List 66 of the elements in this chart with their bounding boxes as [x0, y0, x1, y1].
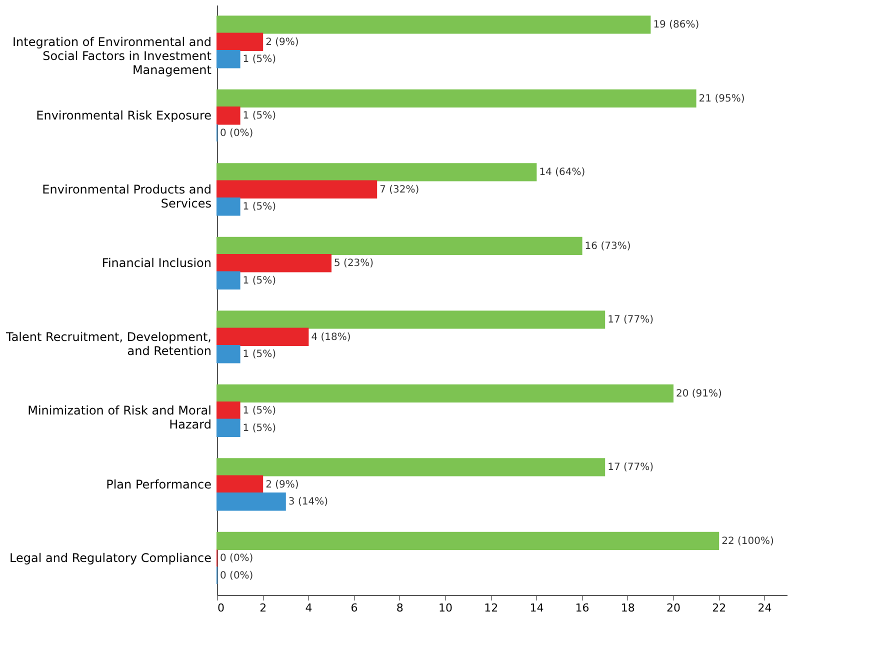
data-label: 0 (0%): [220, 570, 254, 582]
bar: [216, 106, 240, 125]
bar: [216, 197, 240, 216]
x-tick-label: 4: [305, 602, 312, 614]
bar: [216, 492, 286, 511]
data-label: 2 (9%): [266, 479, 299, 490]
data-label: 7 (32%): [380, 184, 420, 196]
data-label: 0 (0%): [220, 128, 254, 139]
data-label: 1 (5%): [242, 275, 276, 286]
data-label: 22 (100%): [722, 536, 774, 547]
bar: [216, 236, 582, 256]
data-label: 0 (0%): [220, 553, 254, 564]
bar: [216, 344, 240, 364]
bar: [216, 254, 332, 272]
bar: [216, 328, 309, 346]
bar: [216, 310, 606, 329]
bar: [216, 475, 264, 494]
x-tick-label: 22: [712, 602, 726, 614]
data-label: 1 (5%): [242, 422, 276, 434]
bar: [216, 50, 240, 68]
data-label: 14 (64%): [539, 167, 586, 178]
x-tick-label: 18: [620, 602, 635, 614]
data-label: 20 (91%): [676, 388, 722, 400]
x-tick-label: 6: [350, 602, 358, 614]
y-tick-label: Environmental Products and Services: [42, 182, 212, 210]
data-label: 1 (5%): [242, 110, 276, 122]
data-label: 4 (18%): [311, 332, 351, 343]
bar: [216, 271, 240, 290]
data-label: 21 (95%): [698, 93, 745, 104]
data-label: 17 (77%): [608, 462, 654, 474]
bar: [216, 532, 720, 550]
x-tick-label: 20: [666, 602, 680, 614]
x-tick-label: 24: [758, 602, 772, 614]
bar: [216, 458, 606, 476]
bar: [216, 180, 378, 198]
bar: [216, 89, 696, 108]
bar: [216, 163, 537, 182]
x-tick-label: 12: [484, 602, 498, 614]
bar: [216, 384, 674, 403]
data-label: 1 (5%): [242, 202, 276, 213]
data-label: 16 (73%): [584, 240, 631, 252]
y-tick-label: Talent Recruitment, Development, and Retention: [4, 330, 212, 358]
x-tick-label: 0: [218, 602, 224, 614]
y-tick-label: Integration of Environmental and Social Factors in Investment Management: [12, 34, 212, 77]
x-tick-label: 14: [530, 602, 544, 614]
x-tick-label: 2: [260, 602, 267, 614]
bar: [216, 402, 240, 420]
y-tick-label: Plan Performance: [106, 477, 212, 492]
data-label: 19 (86%): [653, 20, 700, 31]
y-tick-label: Financial Inclusion: [102, 256, 212, 270]
data-label: 17 (77%): [608, 314, 654, 326]
data-label: 5 (23%): [334, 258, 374, 270]
bar: [216, 16, 651, 34]
x-tick-label: 8: [396, 602, 404, 614]
y-tick-label: Environmental Risk Exposure: [36, 108, 212, 123]
data-label: 1 (5%): [242, 406, 276, 417]
bar: [216, 32, 264, 51]
x-tick-label: 16: [575, 602, 590, 614]
data-label: 2 (9%): [266, 36, 299, 48]
x-tick-label: 10: [438, 602, 452, 614]
y-tick-label: Legal and Regulatory Compliance: [10, 551, 212, 566]
bar: [216, 418, 240, 437]
data-label: 1 (5%): [242, 54, 276, 66]
data-label: 1 (5%): [242, 349, 276, 360]
y-tick-label: Minimization of Risk and Moral Hazard: [28, 404, 212, 432]
data-label: 3 (14%): [288, 496, 328, 508]
